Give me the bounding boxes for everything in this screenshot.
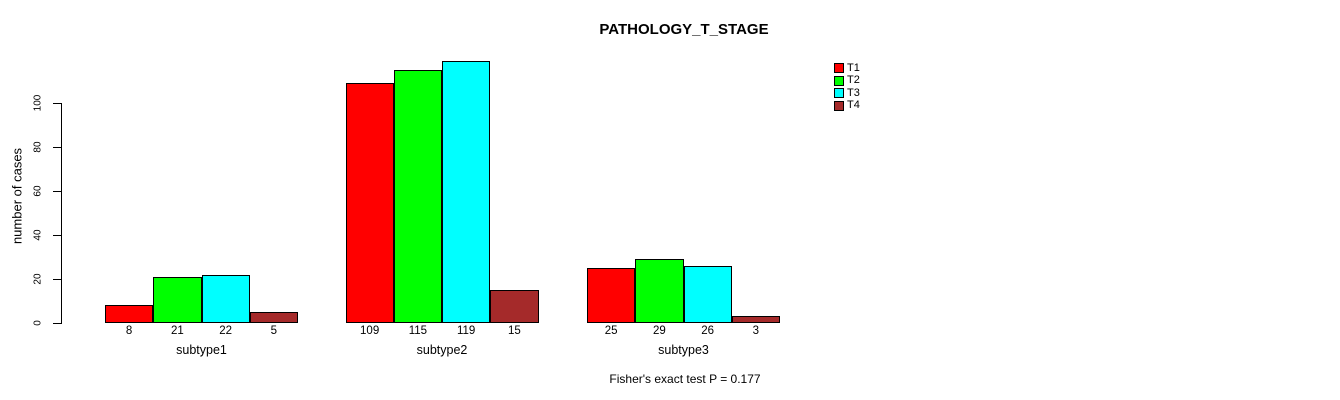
bar-t3-subtype2	[442, 61, 491, 323]
bar-value-label: 5	[270, 325, 278, 337]
bar-t3-subtype1	[201, 274, 250, 323]
legend-label-t2: T2	[847, 74, 860, 87]
bar-value-label: 21	[170, 325, 184, 337]
legend-swatch-t3	[834, 88, 844, 99]
bar-value-label: 3	[752, 325, 760, 337]
bar-t2-subtype1	[153, 276, 202, 323]
bar-t4-subtype2	[490, 290, 539, 323]
bar-value-label: 119	[456, 325, 476, 337]
y-tick-label: 0	[32, 320, 44, 326]
legend-swatch-t4	[834, 100, 844, 111]
bar-value-label: 15	[507, 325, 521, 337]
bar-value-label: 26	[701, 325, 715, 337]
bar-value-label: 8	[125, 325, 133, 337]
category-label-subtype1: subtype1	[176, 343, 227, 357]
bar-t1-subtype3	[587, 268, 636, 323]
y-tick-mark	[53, 234, 61, 236]
legend-label-t3: T3	[847, 86, 860, 99]
legend-swatch-t2	[834, 75, 844, 86]
legend-swatch-t1	[834, 63, 844, 73]
y-tick-label: 100	[32, 94, 44, 112]
category-label-subtype3: subtype3	[658, 343, 709, 357]
y-tick-mark	[53, 146, 61, 148]
y-tick-label: 60	[32, 185, 44, 197]
y-axis-line	[61, 103, 62, 324]
chart-title: PATHOLOGY_T_STAGE	[599, 21, 769, 38]
y-tick-label: 20	[32, 273, 44, 285]
bar-value-label: 22	[219, 325, 233, 337]
category-label-subtype2: subtype2	[416, 343, 468, 357]
bar-value-label: 29	[652, 325, 666, 337]
bar-value-label: 25	[604, 325, 618, 337]
fisher-test-annotation: Fisher's exact test P = 0.177	[609, 372, 761, 386]
y-tick-mark	[53, 278, 61, 280]
bar-value-label: 109	[360, 325, 380, 337]
bar-t2-subtype2	[393, 70, 442, 323]
bar-t2-subtype3	[635, 259, 684, 323]
legend-label-t4: T4	[847, 99, 860, 112]
bar-t1-subtype2	[345, 83, 394, 323]
y-tick-mark	[53, 190, 61, 192]
y-axis-label: number of cases	[9, 147, 25, 245]
bar-t1-subtype1	[105, 305, 154, 323]
y-tick-label: 40	[32, 229, 44, 241]
bar-t3-subtype3	[683, 265, 732, 323]
y-tick-mark	[53, 102, 61, 104]
bar-t4-subtype1	[249, 312, 298, 323]
y-tick-label: 80	[32, 141, 44, 153]
bar-value-label: 115	[408, 325, 428, 337]
bar-t4-subtype3	[731, 316, 780, 323]
legend-label-t1: T1	[847, 61, 860, 74]
y-tick-mark	[53, 322, 61, 324]
